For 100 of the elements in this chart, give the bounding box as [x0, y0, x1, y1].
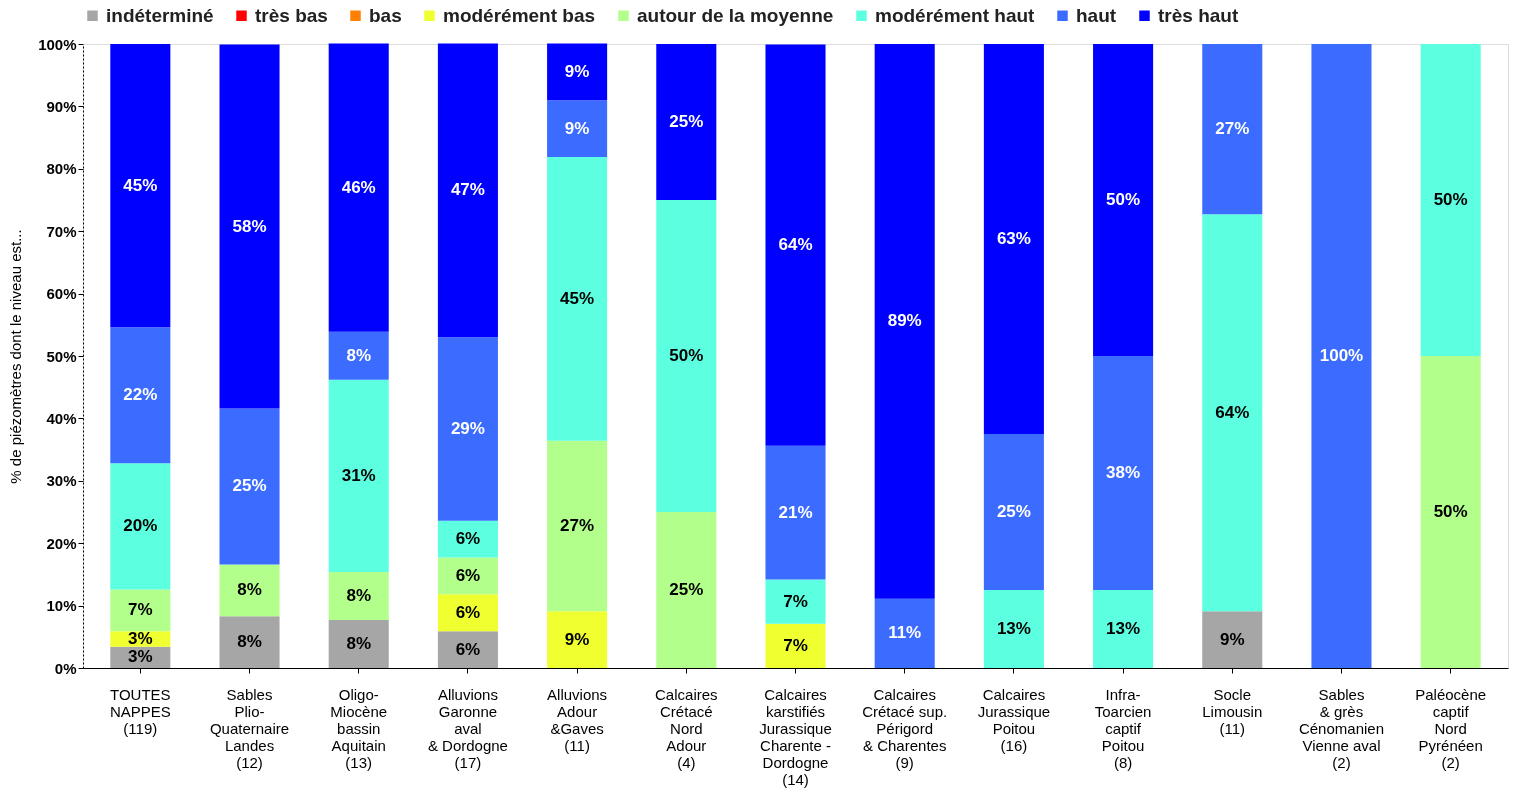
y-tick-label: 80% — [46, 160, 77, 178]
data-label: 47% — [450, 180, 485, 200]
bar — [1420, 356, 1481, 668]
data-label: 89% — [887, 311, 922, 331]
bar — [1202, 611, 1263, 668]
data-label: 50% — [1433, 190, 1468, 209]
bar — [328, 571, 389, 620]
bar — [547, 100, 608, 157]
bar — [1093, 590, 1154, 668]
bar — [765, 579, 826, 624]
x-tick-label: TOUTES NAPPES (119) — [109, 685, 171, 737]
data-label: 6% — [455, 529, 481, 549]
data-label: 8% — [237, 580, 262, 600]
data-label: 27% — [1215, 119, 1250, 139]
legend-label: modérément bas — [443, 4, 596, 26]
data-label: 9% — [564, 118, 590, 138]
x-tick-label: Paléocène captif Nord Pyrénéen (2) — [1415, 685, 1487, 771]
bar — [983, 434, 1044, 590]
x-tick-label: Alluvions Adour &Gaves (11) — [547, 685, 608, 754]
data-label: 50% — [669, 346, 704, 365]
data-label: 8% — [346, 345, 372, 365]
data-label: 3% — [128, 628, 153, 648]
bar — [983, 590, 1044, 668]
bar — [1093, 356, 1154, 590]
legend-label: autour de la moyenne — [637, 4, 834, 26]
bar — [437, 337, 498, 521]
data-label: 22% — [123, 385, 158, 405]
bar — [765, 445, 826, 580]
bar — [547, 43, 608, 101]
legend-label: indéterminé — [106, 4, 214, 26]
y-tick-label: 70% — [46, 222, 77, 240]
bar — [219, 408, 280, 565]
x-tick-label: Calcaires Crétacé Nord Adour (4) — [655, 685, 718, 771]
bar — [110, 589, 171, 632]
y-tick-label: 90% — [46, 97, 77, 115]
bar — [656, 200, 717, 512]
bar — [437, 520, 498, 558]
y-tick-label: 100% — [38, 35, 77, 53]
data-label: 25% — [996, 502, 1031, 521]
data-label: 50% — [1433, 502, 1468, 521]
data-label: 7% — [783, 591, 808, 611]
bar — [110, 327, 171, 464]
data-label: 50% — [1106, 190, 1141, 209]
legend-label: très bas — [255, 4, 328, 26]
bar — [328, 379, 389, 572]
bar — [547, 156, 608, 441]
bar — [874, 44, 935, 599]
data-label: 11% — [888, 623, 922, 643]
x-tick-label: Calcaires Crétacé sup. Périgord & Charentes (9) — [862, 685, 948, 771]
bar — [1093, 44, 1154, 356]
data-label: 7% — [128, 600, 153, 620]
data-label: 9% — [564, 61, 590, 81]
bar — [765, 44, 826, 446]
data-label: 8% — [346, 633, 372, 653]
data-label: 20% — [123, 516, 158, 536]
y-tick-label: 30% — [46, 472, 77, 490]
bar — [110, 463, 171, 590]
data-label: 31% — [341, 465, 376, 485]
x-tick-label: Calcaires Jurassique Poitou (16) — [977, 685, 1051, 754]
bar — [219, 44, 280, 409]
data-label: 8% — [346, 585, 372, 605]
y-tick-label: 0% — [54, 659, 77, 677]
y-tick-label: 50% — [46, 347, 77, 365]
x-tick-label: Calcaires karstifiés Jurassique Charente - Dordogne (14) — [759, 685, 832, 788]
x-tick-label: Oligo- Miocène bassin Aquitain (13) — [330, 685, 388, 771]
y-axis-title: % de piézomètres dont le niveau est... — [7, 229, 25, 484]
bar — [656, 512, 717, 668]
data-label: 27% — [560, 516, 595, 536]
bar — [437, 594, 498, 632]
bar — [328, 619, 389, 668]
data-label: 45% — [560, 288, 595, 308]
bar — [1420, 44, 1481, 356]
y-tick-label: 60% — [46, 285, 77, 303]
data-label: 63% — [996, 229, 1031, 248]
x-tick-label: Sables Plio- Quaternaire Landes (12) — [209, 685, 290, 771]
bar — [219, 564, 280, 617]
data-label: 58% — [232, 216, 267, 236]
data-label: 64% — [1215, 402, 1250, 422]
bar — [437, 43, 498, 338]
data-label: 25% — [232, 476, 267, 496]
data-label: 25% — [669, 112, 704, 131]
data-label: 46% — [341, 177, 376, 197]
x-tick-label: Alluvions Garonne aval & Dordogne (17) — [427, 685, 508, 771]
bar — [219, 616, 280, 668]
data-label: 38% — [1106, 463, 1141, 482]
x-tick-label: Socle Limousin (11) — [1202, 685, 1263, 737]
bar — [1202, 214, 1263, 612]
y-tick-label: 40% — [46, 409, 77, 427]
data-label: 13% — [1106, 619, 1141, 638]
data-label: 6% — [455, 602, 481, 622]
data-label: 3% — [128, 647, 153, 667]
data-label: 64% — [778, 235, 813, 255]
data-label: 8% — [237, 632, 262, 652]
data-label: 100% — [1319, 346, 1364, 365]
bar — [1311, 44, 1372, 668]
data-label: 29% — [450, 419, 485, 439]
bar — [328, 43, 389, 332]
y-tick-label: 10% — [46, 597, 77, 615]
data-label: 9% — [564, 629, 590, 649]
data-label: 7% — [783, 635, 808, 655]
